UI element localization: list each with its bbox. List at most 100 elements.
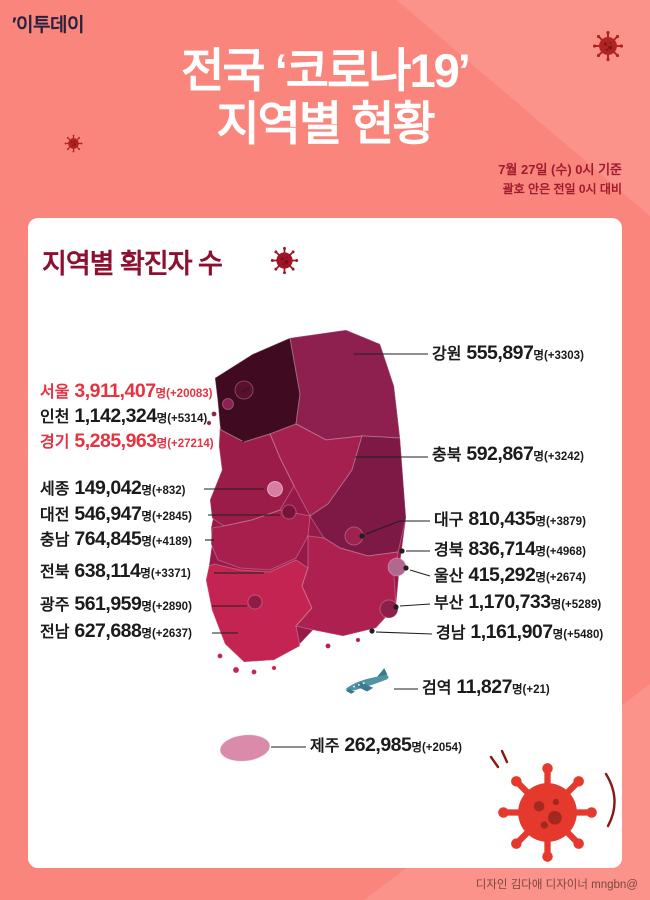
region-name: 충남: [40, 532, 70, 549]
map-region-jeju: [219, 734, 271, 762]
region-name: 경기: [40, 434, 70, 451]
region-name: 울산: [434, 568, 464, 585]
map-region-gwangju: [247, 594, 263, 610]
region-label-jeju: 제주 262,985명(+2054): [310, 734, 462, 759]
region-value: 11,827: [451, 676, 512, 698]
region-value: 555,897: [461, 342, 534, 364]
region-value: 1,142,324: [69, 405, 157, 427]
map-island: [251, 669, 257, 675]
map-provinces: [205, 329, 407, 762]
region-label-jeonnam: 전남 627,688명(+2637): [40, 620, 192, 645]
region-value: 764,845: [69, 528, 142, 550]
date-line1: 7월 27일 (수) 0시 기준: [498, 162, 622, 177]
region-label-gangwon: 강원 555,897명(+3303): [432, 342, 584, 367]
region-name: 광주: [40, 597, 70, 614]
region-delta: 명(+2674): [535, 572, 586, 584]
region-delta: 명(+2637): [141, 628, 192, 640]
region-label-gwangju: 광주 561,959명(+2890): [40, 593, 192, 618]
card-heading: 지역별 확진자 수: [42, 249, 223, 279]
date-line2: 괄호 안은 전일 0시 대비: [502, 181, 622, 196]
region-delta: 명(+3303): [533, 350, 584, 362]
region-delta: 명(+832): [141, 485, 186, 497]
map-region-jeonbuk: [210, 509, 311, 571]
airplane-icon: [345, 668, 389, 694]
page-title: 전국 ‘코로나19’ 지역별 현황: [0, 44, 650, 150]
region-delta: 명(+3371): [140, 568, 191, 580]
region-value: 561,959: [69, 593, 142, 615]
region-label-jeonbuk: 전북 638,114명(+3371): [40, 560, 191, 585]
map-island: [211, 411, 217, 417]
region-value: 638,114: [69, 560, 141, 582]
region-delta: 명(+27214): [156, 438, 214, 450]
region-name: 경남: [436, 625, 466, 642]
region-name: 전남: [40, 624, 70, 641]
region-delta: 명(+21): [511, 684, 550, 696]
region-value: 149,042: [69, 477, 142, 499]
region-label-ulsan: 울산 415,292명(+2674): [434, 564, 586, 589]
region-delta: 명(+3242): [533, 451, 584, 463]
region-name: 대전: [40, 507, 70, 524]
region-delta: 명(+2845): [141, 511, 192, 523]
region-label-chungnam: 충남 764,845명(+4189): [40, 528, 192, 553]
region-label-quarantine: 검역 11,827명(+21): [422, 676, 550, 701]
region-labels: 서울 3,911,407명(+20083) 인천 1,142,324명(+5314…: [28, 218, 622, 868]
map-region-busan: [379, 599, 399, 619]
map-region-seoul: [234, 380, 254, 400]
map-region-sejong: [267, 481, 283, 497]
content-card: 지역별 확진자 수: [28, 218, 622, 868]
region-value: 1,170,733: [463, 591, 551, 613]
map-region-incheon: [222, 398, 234, 410]
region-delta: 명(+3879): [535, 516, 586, 528]
logo: ′이투데이: [12, 15, 84, 36]
map-island: [217, 653, 223, 659]
region-name: 충북: [432, 447, 462, 464]
region-label-daegu: 대구 810,435명(+3879): [434, 508, 586, 533]
map-island: [271, 665, 277, 671]
region-label-daejeon: 대전 546,947명(+2845): [40, 503, 192, 528]
map-region-gyeongnam: [295, 535, 399, 637]
region-value: 810,435: [463, 508, 536, 530]
region-name: 검역: [422, 680, 452, 697]
region-value: 1,161,907: [465, 621, 553, 643]
date-note: 7월 27일 (수) 0시 기준 괄호 안은 전일 0시 대비: [498, 160, 622, 198]
region-label-seoul: 서울 3,911,407명(+20083): [40, 380, 212, 405]
region-name: 전북: [40, 564, 70, 581]
region-label-sejong: 세종 149,042명(+832): [40, 477, 186, 502]
map-island: [325, 643, 331, 649]
region-name: 부산: [434, 595, 464, 612]
region-delta: 명(+4189): [141, 536, 192, 548]
region-name: 세종: [40, 481, 70, 498]
motion-lines: [489, 749, 616, 828]
region-name: 대구: [434, 512, 464, 529]
region-name: 경북: [434, 542, 464, 559]
region-delta: 명(+5480): [552, 629, 604, 641]
region-delta: 명(+2890): [141, 601, 192, 613]
page-title-line1: 전국 ‘코로나19’: [181, 44, 471, 97]
region-name: 인천: [40, 409, 70, 426]
region-value: 262,985: [339, 734, 412, 756]
region-label-gyeonggi: 경기 5,285,963명(+27214): [40, 430, 214, 455]
region-name: 제주: [310, 738, 340, 755]
connector-lines: [204, 353, 433, 748]
korea-map: [204, 329, 616, 868]
map-region-daejeon: [281, 504, 297, 520]
region-label-gyeongbuk: 경북 836,714명(+4968): [434, 538, 586, 563]
region-value: 836,714: [463, 538, 536, 560]
region-value: 5,285,963: [69, 430, 157, 452]
region-name: 강원: [432, 346, 462, 363]
region-label-chungbuk: 충북 592,867명(+3242): [432, 443, 584, 468]
region-value: 592,867: [461, 443, 534, 465]
map-island: [206, 420, 212, 426]
map-region-jeonnam: [205, 559, 313, 663]
map-island: [232, 666, 240, 674]
region-label-gyeongnam: 경남 1,161,907명(+5480): [436, 621, 603, 646]
connector-dots: [359, 533, 409, 634]
region-delta: 명(+5289): [550, 599, 602, 611]
map-island: [355, 637, 361, 643]
region-delta: 명(+4968): [535, 546, 586, 558]
credit: 디자인 김다애 디자이너 mngbn@: [475, 879, 638, 891]
region-value: 627,688: [69, 620, 142, 642]
region-label-incheon: 인천 1,142,324명(+5314): [40, 405, 207, 430]
region-label-busan: 부산 1,170,733명(+5289): [434, 591, 601, 616]
